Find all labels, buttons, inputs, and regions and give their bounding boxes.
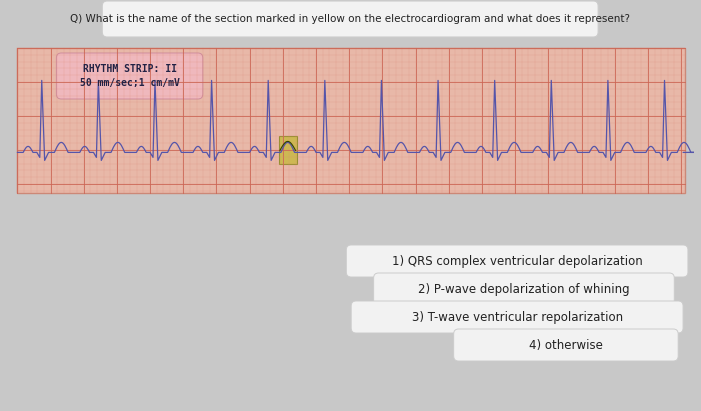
Text: 2) P-wave depolarization of whining: 2) P-wave depolarization of whining [418,282,629,296]
FancyBboxPatch shape [454,329,678,361]
Text: Q) What is the name of the section marked in yellow on the electrocardiogram and: Q) What is the name of the section marke… [70,14,630,24]
Text: 1) QRS complex ventricular depolarization: 1) QRS complex ventricular depolarizatio… [392,254,643,268]
FancyBboxPatch shape [374,273,674,305]
FancyBboxPatch shape [346,245,688,277]
FancyBboxPatch shape [102,1,598,37]
Bar [18,48,685,193]
Bar [279,136,297,164]
FancyBboxPatch shape [351,301,683,333]
Text: 3) T-wave ventricular repolarization: 3) T-wave ventricular repolarization [411,310,622,323]
Text: RHYTHM STRIP: II
50 mm/sec;1 cm/mV: RHYTHM STRIP: II 50 mm/sec;1 cm/mV [80,64,179,88]
Text: 4) otherwise: 4) otherwise [529,339,603,351]
FancyBboxPatch shape [56,53,203,99]
